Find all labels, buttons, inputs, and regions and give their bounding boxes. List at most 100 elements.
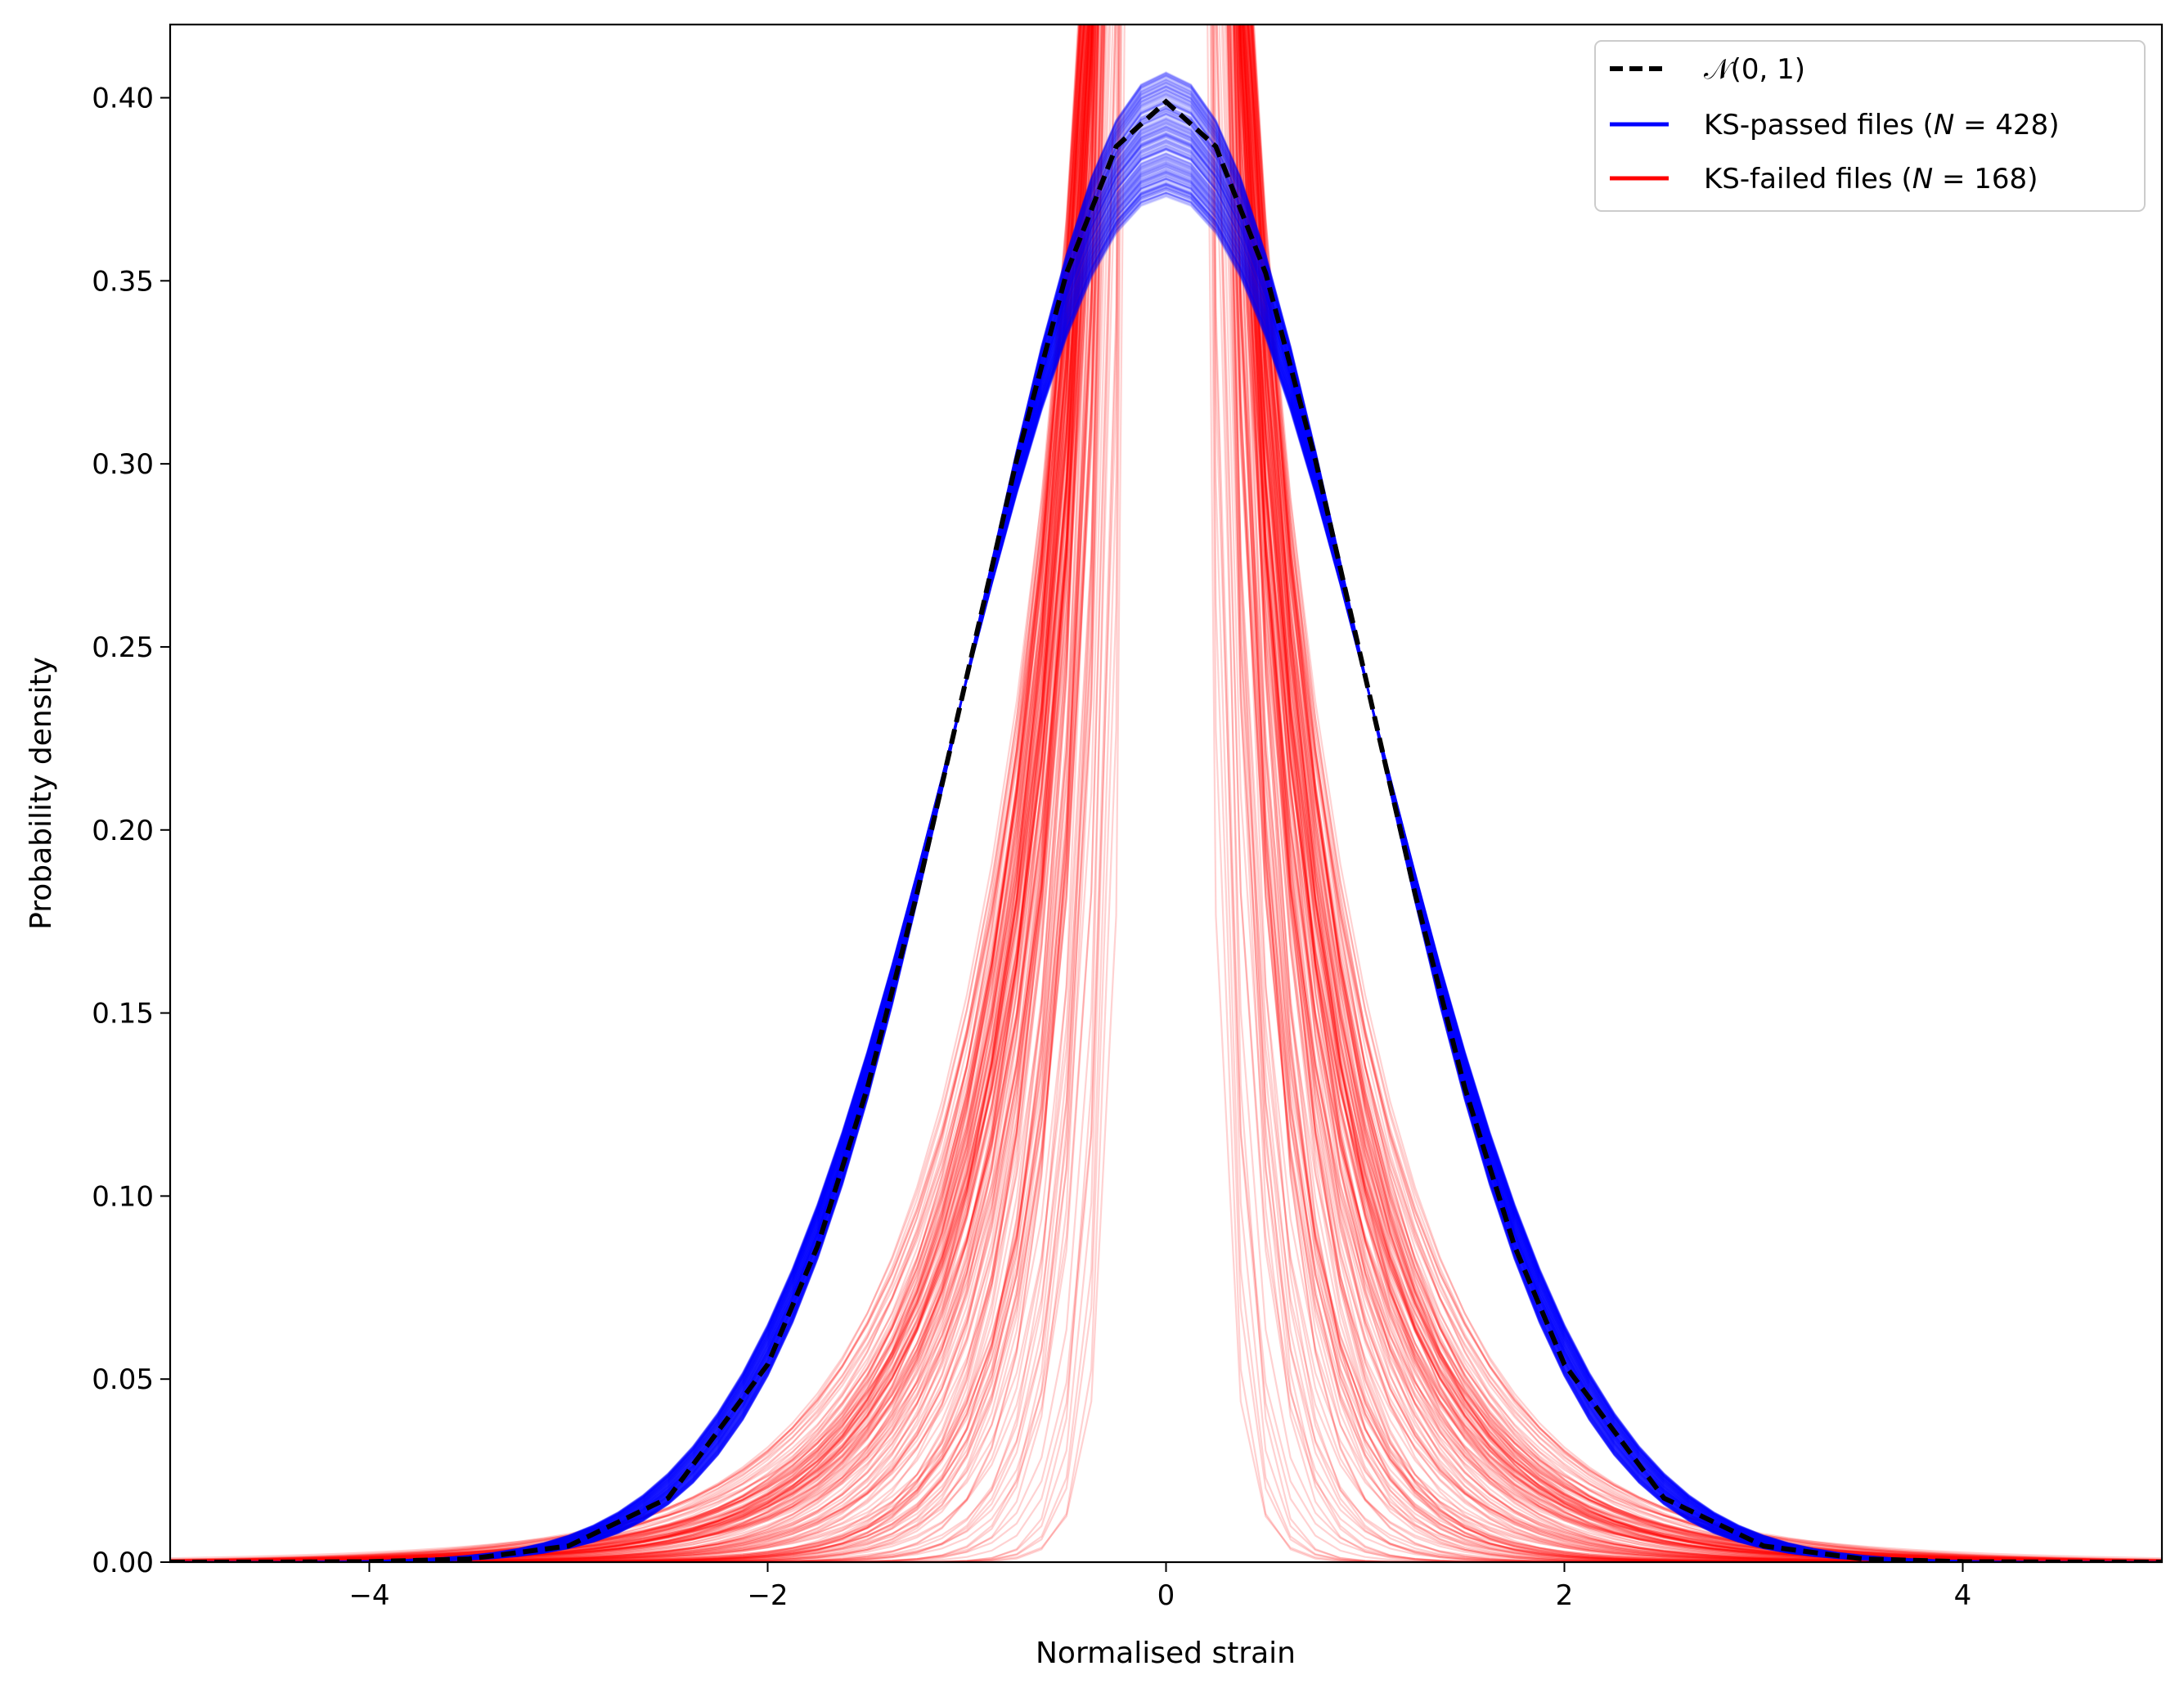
passed-file-curve xyxy=(170,75,2162,1562)
failed-file-curve xyxy=(170,25,2162,1562)
failed-file-curve xyxy=(170,25,2162,1561)
failed-file-curve xyxy=(170,25,2162,1562)
passed-file-curve xyxy=(170,184,2162,1562)
failed-file-curve xyxy=(170,25,2162,1562)
passed-file-curve xyxy=(170,184,2162,1562)
passed-file-curve xyxy=(170,191,2162,1562)
failed-file-curve xyxy=(170,25,2162,1562)
x-axis: −4 −2 0 2 4 xyxy=(348,1562,1971,1612)
y-axis: 0.00 0.05 0.10 0.15 0.20 0.25 0.30 0.35 0.40 xyxy=(92,83,170,1579)
y-tick-label: 0.15 xyxy=(92,998,154,1031)
legend-label-failed: KS-failed files (N = 168) xyxy=(1704,163,2038,195)
passed-file-curve xyxy=(170,80,2162,1562)
failed-file-curve xyxy=(170,25,2162,1561)
passed-file-curve xyxy=(170,74,2162,1562)
passed-file-curve xyxy=(170,72,2162,1562)
passed-file-curve xyxy=(170,195,2162,1562)
failed-file-curve xyxy=(170,25,2162,1562)
passed-file-curve xyxy=(170,184,2162,1562)
passed-file-curve xyxy=(170,78,2162,1562)
passed-file-curve xyxy=(170,71,2162,1562)
passed-file-curve xyxy=(170,188,2162,1562)
failed-file-curve xyxy=(170,25,2162,1562)
passed-file-curve xyxy=(170,73,2162,1562)
failed-file-curve xyxy=(170,25,2162,1562)
failed-file-curve xyxy=(170,25,2162,1561)
failed-file-curve xyxy=(170,25,2162,1562)
failed-file-curve xyxy=(170,25,2162,1562)
x-axis-label: Normalised strain xyxy=(1036,1637,1296,1670)
passed-file-curve xyxy=(170,186,2162,1562)
passed-file-curve xyxy=(170,192,2162,1562)
legend-passed-n: 428 xyxy=(1995,109,2048,141)
passed-file-curve xyxy=(170,191,2162,1562)
failed-file-curve xyxy=(170,25,2162,1561)
passed-file-curve xyxy=(170,191,2162,1562)
failed-file-curve xyxy=(170,25,2162,1562)
failed-file-curve xyxy=(170,25,2162,1562)
passed-file-curve xyxy=(170,77,2162,1562)
passed-file-curve xyxy=(170,186,2162,1562)
failed-file-curve xyxy=(170,25,2162,1562)
failed-file-curve xyxy=(170,25,2162,1562)
failed-file-curve xyxy=(170,25,2162,1561)
passed-file-curve xyxy=(170,187,2162,1562)
x-tick-label: −2 xyxy=(747,1579,788,1612)
failed-file-curve xyxy=(170,25,2162,1562)
failed-file-curve xyxy=(170,25,2162,1562)
passed-file-curve xyxy=(170,184,2162,1562)
failed-file-curve xyxy=(170,25,2162,1562)
passed-file-curve xyxy=(170,185,2162,1562)
passed-file-curve xyxy=(170,195,2162,1562)
passed-file-curve xyxy=(170,72,2162,1562)
passed-file-curve xyxy=(170,191,2162,1562)
passed-file-curve xyxy=(170,76,2162,1562)
passed-file-curve xyxy=(170,192,2162,1562)
passed-file-curve xyxy=(170,72,2162,1562)
passed-file-curve xyxy=(170,184,2162,1562)
passed-file-curve xyxy=(170,78,2162,1562)
failed-file-curve xyxy=(170,25,2162,1562)
failed-file-curve xyxy=(170,25,2162,1562)
passed-file-curve xyxy=(170,186,2162,1562)
failed-file-curve xyxy=(170,25,2162,1562)
failed-file-curve xyxy=(170,25,2162,1562)
passed-file-curve xyxy=(170,186,2162,1562)
failed-file-curve xyxy=(170,25,2162,1562)
failed-file-curve xyxy=(170,25,2162,1562)
failed-file-curve xyxy=(170,25,2162,1562)
failed-file-curve xyxy=(170,25,2162,1562)
passed-file-curve xyxy=(170,187,2162,1562)
passed-file-curve xyxy=(170,74,2162,1562)
passed-file-curve xyxy=(170,74,2162,1562)
passed-file-curve xyxy=(170,191,2162,1562)
passed-file-curve xyxy=(170,74,2162,1562)
passed-file-curve xyxy=(170,74,2162,1562)
failed-file-curve xyxy=(170,25,2162,1561)
legend-passed-name: KS-passed files xyxy=(1704,109,1914,141)
y-tick-label: 0.00 xyxy=(92,1547,154,1579)
y-tick-label: 0.25 xyxy=(92,631,154,664)
passed-file-curve xyxy=(170,186,2162,1562)
y-axis-label: Probability density xyxy=(25,657,58,930)
y-tick-label: 0.10 xyxy=(92,1180,154,1213)
passed-file-curve xyxy=(170,76,2162,1562)
passed-file-curve xyxy=(170,187,2162,1562)
failed-file-curve xyxy=(170,25,2162,1562)
failed-file-curve xyxy=(170,25,2162,1562)
failed-file-curve xyxy=(170,25,2162,1562)
passed-file-curve xyxy=(170,186,2162,1562)
passed-file-curve xyxy=(170,186,2162,1562)
failed-file-curve xyxy=(170,25,2162,1562)
failed-file-curve xyxy=(170,25,2162,1562)
passed-file-curve xyxy=(170,79,2162,1562)
legend-failed-n-symbol: N xyxy=(1912,163,1933,195)
failed-file-curve xyxy=(170,25,2162,1562)
passed-file-curve xyxy=(170,189,2162,1562)
failed-file-curve xyxy=(170,25,2162,1562)
legend-failed-n: 168 xyxy=(1974,163,2027,195)
x-tick-label: 2 xyxy=(1556,1579,1574,1612)
passed-file-curve xyxy=(170,79,2162,1562)
passed-file-curve xyxy=(170,74,2162,1562)
y-tick-label: 0.35 xyxy=(92,265,154,298)
